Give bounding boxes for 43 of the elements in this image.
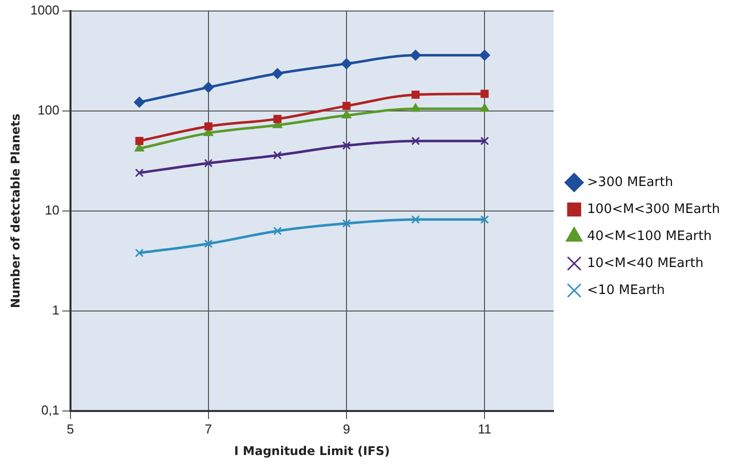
point [342,102,351,110]
y-tick-label: 100 [38,102,60,118]
point [410,103,420,112]
legend-label: >300 MEarth [587,174,674,190]
point [342,141,351,150]
y-axis-title: Number of detctable Planets [8,114,22,308]
legend-label: 40<M<100 MEarth [587,228,712,244]
point [135,248,144,258]
x-tick-label: 11 [478,421,492,436]
point [479,50,490,61]
point [273,150,282,160]
point [342,110,352,118]
y-tick-label: 1 [52,302,60,318]
point [272,68,283,80]
point [135,168,144,178]
x-tick-label: 5 [66,421,74,436]
point [411,136,420,146]
point [411,215,420,224]
point [410,50,422,61]
point [273,226,282,236]
point [342,219,351,228]
legend-label: <10 MEarth [587,282,665,298]
legend-label: 100<M<300 MEarth [587,202,720,217]
point [204,122,212,130]
point [480,215,489,224]
point [412,90,420,99]
point [480,136,489,146]
point [480,90,489,98]
point [273,114,282,123]
x-axis-title: I Magnitude Limit (IFS) [234,444,390,458]
point [204,239,213,248]
y-tick-label: 1000 [30,2,60,18]
x-tick-label: 9 [342,421,350,436]
point [134,96,145,108]
point [202,82,214,93]
point [341,58,352,70]
point [204,158,213,168]
point [135,136,144,146]
y-tick-label: 10 [44,202,60,218]
point [480,103,490,112]
x-tick-label: 7 [204,421,212,436]
legend-label: 10<M<40 MEarth [587,256,704,271]
y-tick-label: 0,1 [41,402,60,418]
